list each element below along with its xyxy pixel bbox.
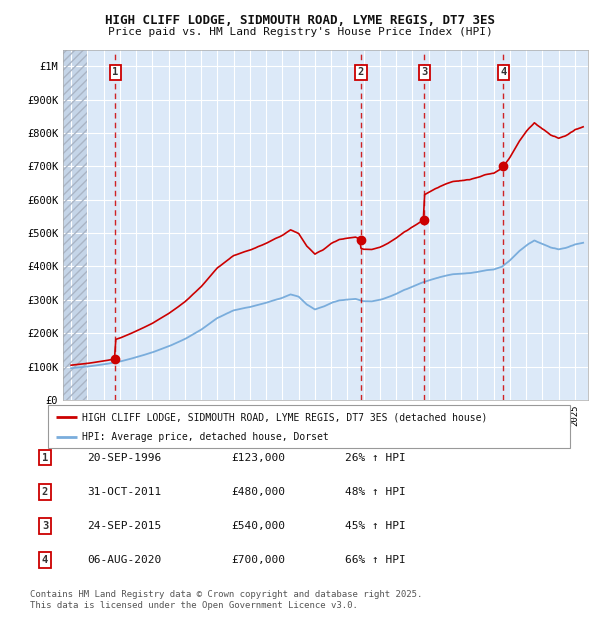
FancyBboxPatch shape [48, 405, 570, 448]
Text: £700,000: £700,000 [231, 555, 285, 565]
Text: 66% ↑ HPI: 66% ↑ HPI [345, 555, 406, 565]
Text: HIGH CLIFF LODGE, SIDMOUTH ROAD, LYME REGIS, DT7 3ES: HIGH CLIFF LODGE, SIDMOUTH ROAD, LYME RE… [105, 14, 495, 27]
Text: 31-OCT-2011: 31-OCT-2011 [87, 487, 161, 497]
Text: £540,000: £540,000 [231, 521, 285, 531]
Text: £123,000: £123,000 [231, 453, 285, 463]
Bar [63, 50, 88, 400]
Text: 4: 4 [500, 68, 506, 78]
Text: 3: 3 [42, 521, 48, 531]
Text: 06-AUG-2020: 06-AUG-2020 [87, 555, 161, 565]
Text: 45% ↑ HPI: 45% ↑ HPI [345, 521, 406, 531]
Text: 2: 2 [42, 487, 48, 497]
Bar [63, 50, 88, 400]
Text: 1: 1 [42, 453, 48, 463]
Text: 26% ↑ HPI: 26% ↑ HPI [345, 453, 406, 463]
Text: 2: 2 [358, 68, 364, 78]
Text: 20-SEP-1996: 20-SEP-1996 [87, 453, 161, 463]
Text: HIGH CLIFF LODGE, SIDMOUTH ROAD, LYME REGIS, DT7 3ES (detached house): HIGH CLIFF LODGE, SIDMOUTH ROAD, LYME RE… [82, 412, 487, 422]
Text: 4: 4 [42, 555, 48, 565]
Text: 1: 1 [112, 68, 118, 78]
Text: Contains HM Land Registry data © Crown copyright and database right 2025.
This d: Contains HM Land Registry data © Crown c… [30, 590, 422, 609]
Text: £480,000: £480,000 [231, 487, 285, 497]
Text: HPI: Average price, detached house, Dorset: HPI: Average price, detached house, Dors… [82, 432, 329, 442]
Text: Price paid vs. HM Land Registry's House Price Index (HPI): Price paid vs. HM Land Registry's House … [107, 27, 493, 37]
Text: 24-SEP-2015: 24-SEP-2015 [87, 521, 161, 531]
Text: 3: 3 [421, 68, 427, 78]
Text: 48% ↑ HPI: 48% ↑ HPI [345, 487, 406, 497]
